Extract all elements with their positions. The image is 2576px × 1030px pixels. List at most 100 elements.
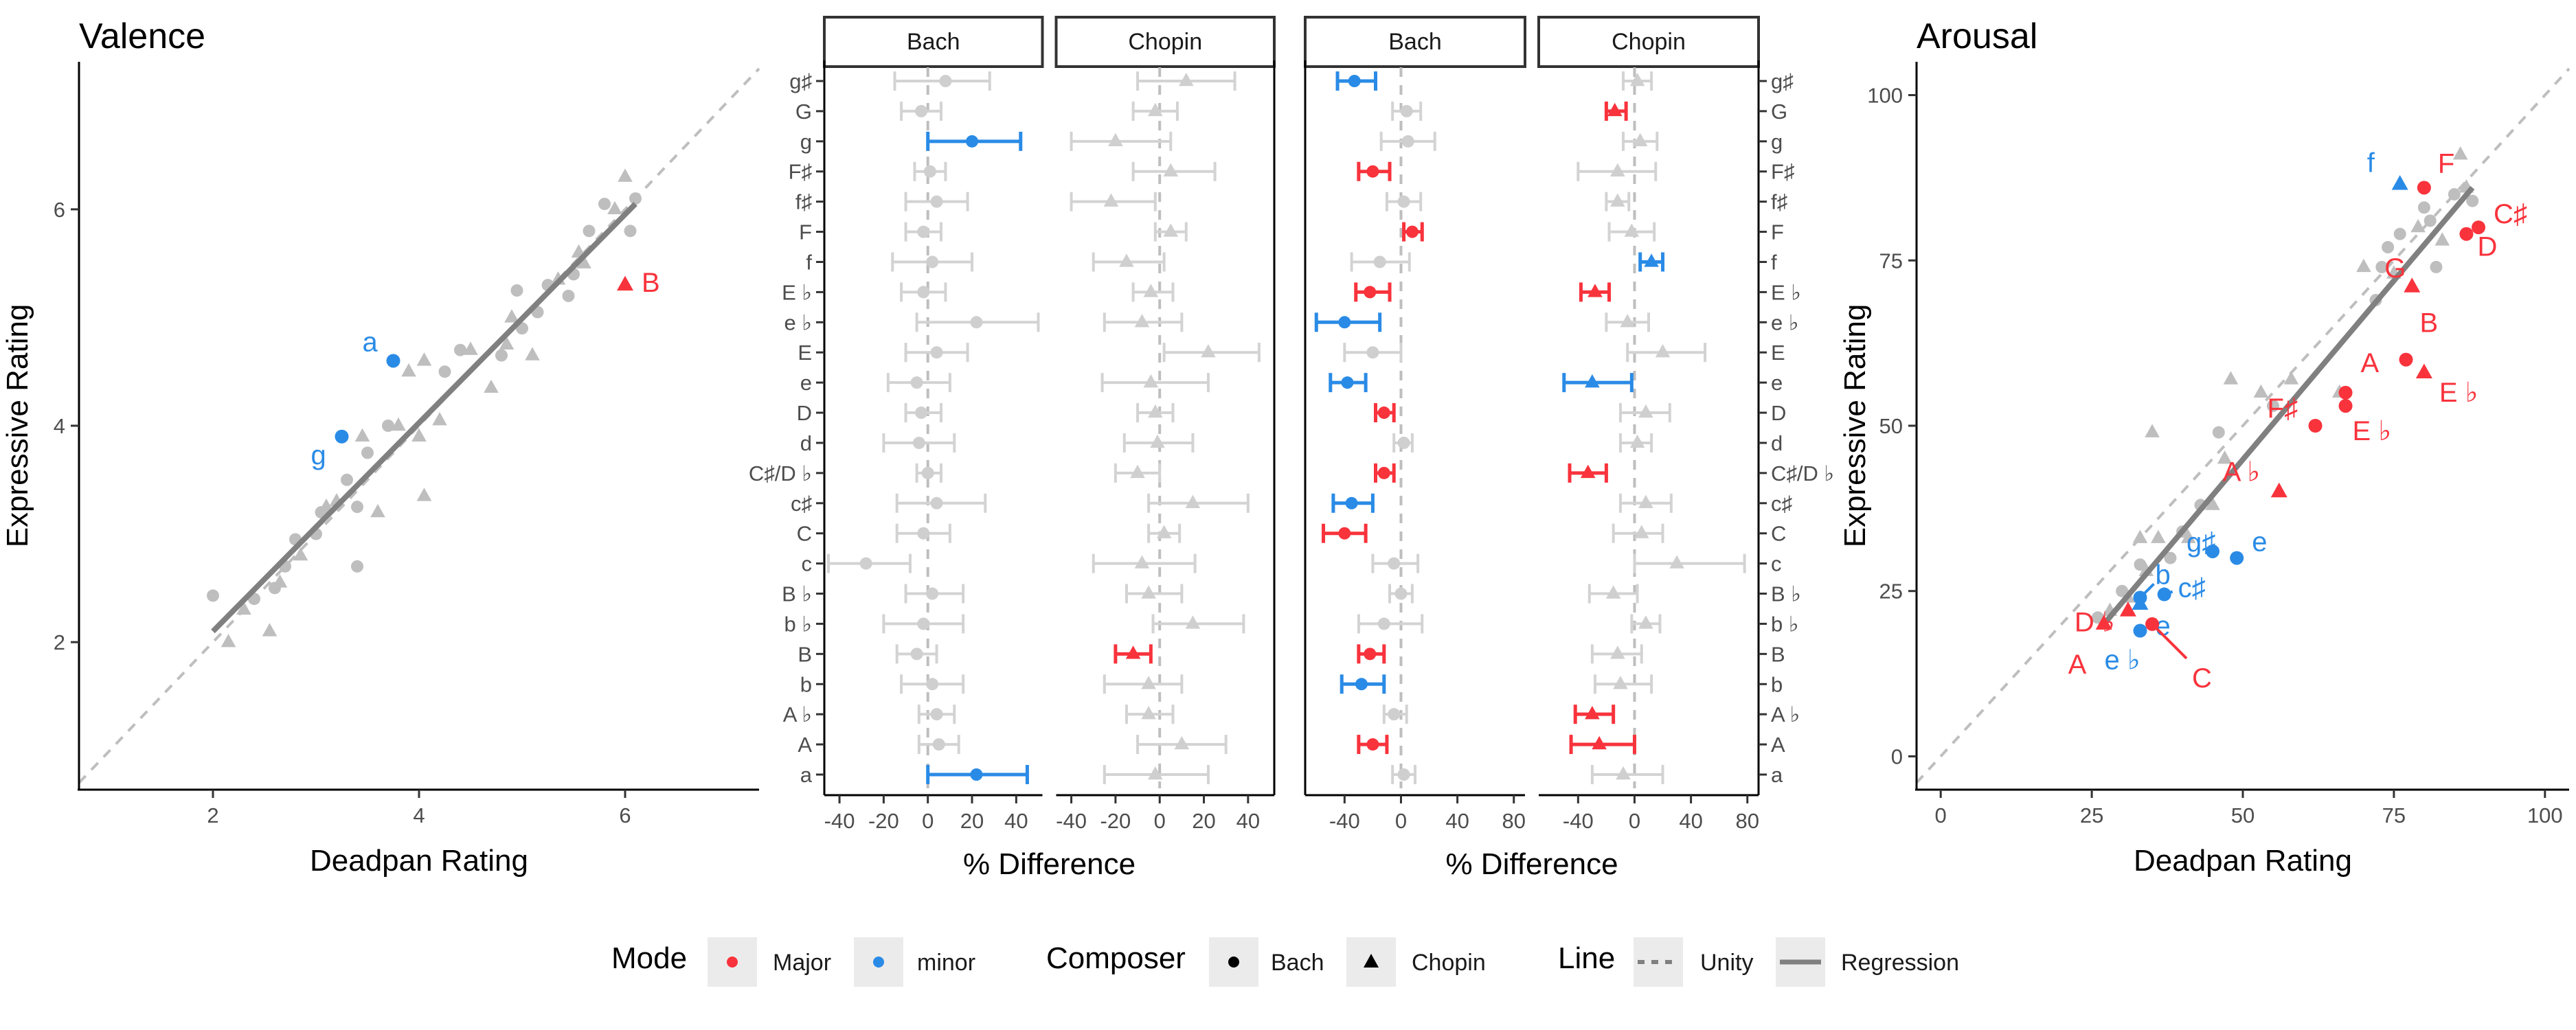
estimate-triangle — [1103, 193, 1119, 207]
estimate-point — [1397, 436, 1410, 449]
grey-point — [2382, 241, 2395, 253]
estimate-triangle — [1585, 706, 1600, 720]
estimate-point — [1405, 225, 1419, 238]
x-tick-label: -20 — [868, 809, 899, 833]
category-label: d — [800, 431, 812, 455]
x-tick-label: -40 — [824, 809, 855, 833]
estimate-point — [926, 255, 939, 268]
point-label: D ♭ — [2075, 608, 2115, 638]
labeled-triangle — [2132, 595, 2149, 610]
facet-strip-label: Bach — [1388, 29, 1442, 55]
estimate-triangle — [1669, 555, 1684, 569]
category-label: e ♭ — [1771, 310, 1798, 334]
panel-title: Valence — [79, 16, 205, 56]
grey-point — [510, 284, 523, 297]
estimate-triangle — [1201, 344, 1216, 358]
category-label: F — [1771, 220, 1784, 244]
estimate-triangle — [1638, 404, 1653, 418]
grey-triangle — [2356, 258, 2371, 273]
category-label: F — [799, 220, 812, 244]
y-tick-label: 6 — [54, 198, 65, 222]
category-label: B ♭ — [782, 582, 812, 606]
estimate-triangle — [1605, 585, 1621, 599]
grey-triangle — [2151, 529, 2166, 543]
x-tick-label: 40 — [1004, 809, 1028, 833]
estimate-triangle — [1620, 314, 1635, 328]
legend-line-regression: Regression — [1841, 950, 1959, 976]
panel-title: Arousal — [1917, 16, 2037, 56]
valence-panel: Valence Ba g 2 4 6 2 4 6 Deadpan Rating Expressive… — [1, 16, 760, 878]
point-label: a — [363, 327, 379, 357]
legend-bach-swatch — [1228, 957, 1239, 968]
y-tick-label: 75 — [1879, 249, 1903, 273]
y-tick-label: 2 — [54, 630, 65, 654]
regression-line — [2101, 185, 2475, 626]
estimate-triangle — [1156, 525, 1172, 538]
labeled-point — [2338, 399, 2353, 413]
point-label: E ♭ — [2439, 378, 2478, 408]
grey-point — [624, 225, 637, 238]
grey-triangle — [2223, 371, 2239, 385]
estimate-point — [1366, 346, 1379, 359]
estimate-point — [970, 768, 983, 781]
estimate-triangle — [1125, 645, 1141, 659]
x-tick-label: 6 — [619, 803, 631, 827]
grey-triangle — [401, 363, 416, 377]
grey-triangle — [2132, 529, 2148, 543]
legend-major-swatch — [727, 957, 738, 968]
estimate-triangle — [1610, 163, 1625, 176]
x-tick-label: -40 — [1056, 809, 1087, 833]
labeled-point — [2417, 181, 2431, 195]
grey-point — [2430, 260, 2443, 273]
estimate-point — [912, 436, 925, 449]
category-label: F♯ — [1771, 160, 1794, 184]
regression-line — [211, 202, 637, 634]
estimate-point — [1366, 165, 1379, 178]
grey-triangle — [416, 488, 432, 501]
point-label: F — [2438, 148, 2454, 179]
category-label: F♯ — [789, 160, 812, 184]
legend-minor-swatch — [873, 957, 884, 968]
estimate-point — [1364, 286, 1377, 299]
x-axis-title: % Difference — [1445, 847, 1618, 881]
estimate-triangle — [1629, 72, 1645, 87]
x-tick-label: 40 — [1236, 809, 1260, 833]
estimate-point — [910, 648, 923, 661]
labeled-point — [335, 429, 349, 444]
labeled-point — [2133, 623, 2147, 638]
x-tick-label: 100 — [2527, 803, 2563, 827]
estimate-triangle — [1624, 223, 1640, 237]
point-label: e ♭ — [2104, 645, 2140, 676]
legend-composer-bach: Bach — [1271, 950, 1324, 976]
grey-point — [2134, 558, 2147, 571]
facet-strip-label: Chopin — [1128, 29, 1202, 55]
estimate-triangle — [1644, 253, 1659, 267]
legend-mode-major: Major — [773, 950, 831, 976]
category-label: A — [1771, 733, 1785, 757]
grey-triangle — [2283, 371, 2299, 385]
label-connector — [2164, 590, 2173, 596]
point-label: g♯ — [2187, 527, 2215, 558]
category-label: c♯ — [1771, 492, 1792, 516]
grey-triangle — [499, 336, 515, 350]
point-label: A — [2068, 650, 2087, 680]
labeled-triangle — [2095, 615, 2112, 630]
category-label: D — [1771, 401, 1786, 425]
estimate-point — [930, 496, 943, 510]
estimate-point — [910, 376, 923, 389]
estimate-point — [926, 587, 939, 600]
estimate-point — [926, 678, 939, 691]
point-label: C♯ — [2494, 199, 2527, 229]
estimate-triangle — [1134, 314, 1150, 328]
category-label: G — [795, 100, 812, 124]
estimate-point — [917, 527, 930, 540]
point-label: C — [2192, 663, 2212, 694]
category-label: b ♭ — [1771, 612, 1798, 636]
labeled-point — [2459, 227, 2474, 241]
estimate-triangle — [1179, 72, 1194, 87]
grey-point — [629, 192, 642, 205]
category-label: A — [798, 733, 812, 757]
estimate-triangle — [1610, 645, 1625, 659]
